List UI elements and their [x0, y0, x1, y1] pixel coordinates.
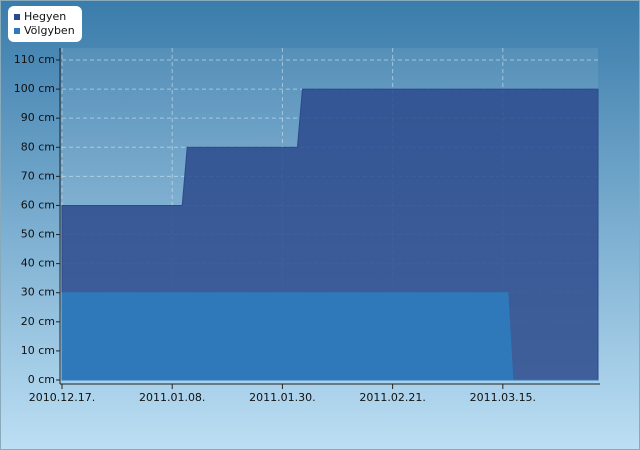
x-tick-label: 2011.03.15.	[470, 391, 536, 404]
y-tick-label: 90 cm	[21, 111, 55, 124]
legend-swatch	[14, 28, 20, 34]
legend-label: Hegyen	[24, 10, 66, 23]
y-tick-label: 100 cm	[14, 82, 55, 95]
y-tick-label: 40 cm	[21, 257, 55, 270]
y-tick-label: 50 cm	[21, 228, 55, 241]
x-tick-label: 2011.01.30.	[249, 391, 315, 404]
y-tick-label: 10 cm	[21, 344, 55, 357]
x-tick-label: 2010.12.17.	[29, 391, 95, 404]
y-tick-label: 60 cm	[21, 198, 55, 211]
x-tick-label: 2011.01.08.	[139, 391, 205, 404]
x-tick-label: 2011.02.21.	[359, 391, 425, 404]
legend-box	[8, 6, 82, 42]
legend-label: Völgyben	[24, 24, 75, 37]
y-tick-label: 110 cm	[14, 53, 55, 66]
y-tick-label: 20 cm	[21, 315, 55, 328]
y-tick-label: 70 cm	[21, 169, 55, 182]
y-tick-label: 0 cm	[28, 373, 55, 386]
y-tick-label: 30 cm	[21, 286, 55, 299]
area	[61, 292, 598, 381]
legend-swatch	[14, 14, 20, 20]
y-tick-label: 80 cm	[21, 140, 55, 153]
